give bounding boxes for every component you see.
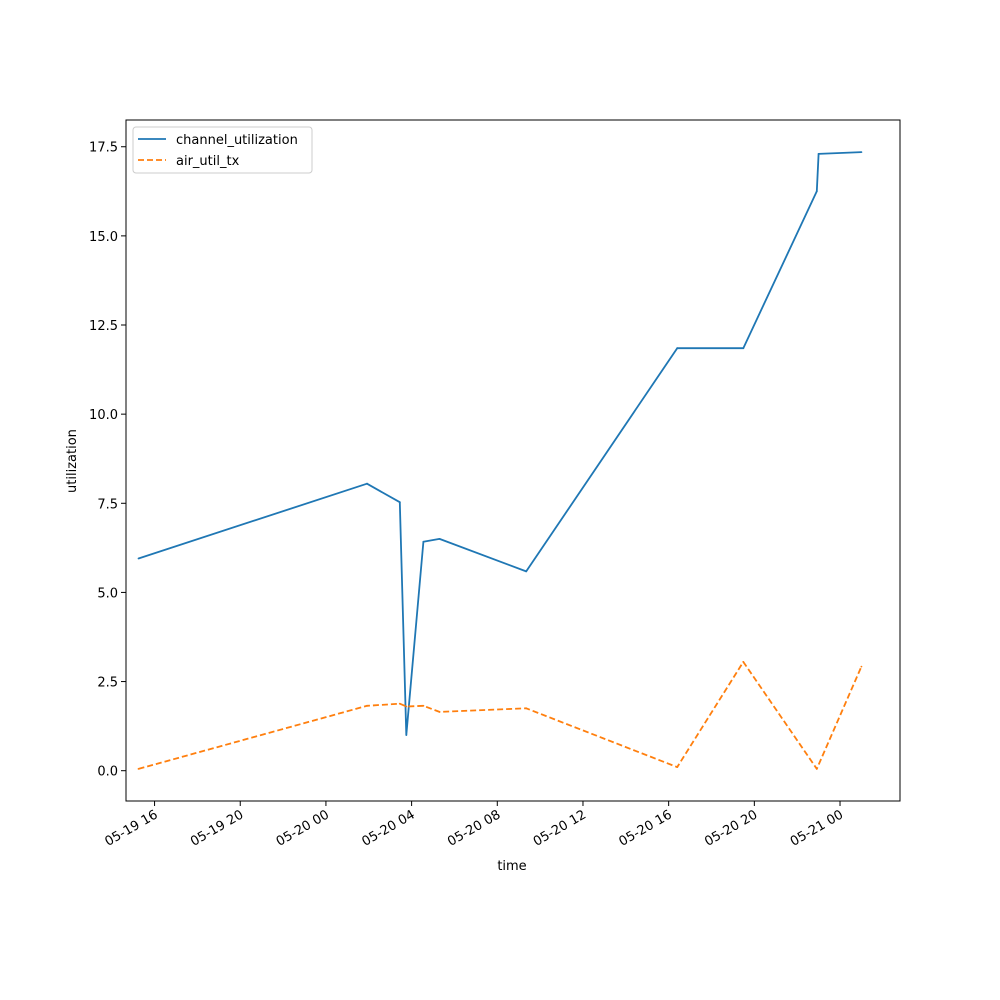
legend-label-channel-utilization: channel_utilization	[176, 133, 298, 148]
data-point-channel-utilization-2	[398, 501, 401, 504]
data-point-channel-utilization-1	[366, 482, 368, 485]
data-point-channel-utilization-7	[676, 347, 679, 350]
legend-label-air-util-tx: air_util_tx	[176, 154, 240, 169]
y-axis: 0.0 2.5 5.0 7.5 10.0 12.5 15.0 17.5	[89, 141, 126, 780]
data-point-air-util-tx-1	[366, 704, 368, 707]
data-point-channel-utilization-6	[525, 570, 528, 573]
y-axis-label: utilization	[65, 429, 80, 493]
data-point-air-util-tx-8	[742, 661, 745, 663]
data-point-channel-utilization-0	[137, 557, 140, 560]
x-axis-label: time	[497, 859, 526, 874]
y-tick-label: 17.5	[89, 141, 118, 156]
legend-box	[132, 126, 313, 174]
legend: channel_utilization air_util_tx	[132, 126, 313, 174]
data-point-air-util-tx-9	[815, 768, 818, 770]
y-tick-label: 5.0	[97, 586, 118, 601]
data-point-channel-utilization-5	[438, 538, 441, 540]
data-point-air-util-tx-4	[422, 704, 425, 707]
data-point-channel-utilization-9	[815, 190, 818, 193]
data-point-air-util-tx-6	[525, 707, 528, 710]
data-point-air-util-tx-3	[405, 705, 408, 708]
data-point-channel-utilization-8	[742, 347, 745, 350]
y-tick-label: 12.5	[89, 319, 118, 334]
y-tick-label: 0.0	[97, 765, 118, 780]
data-point-air-util-tx-2	[398, 702, 401, 705]
data-point-channel-utilization-3	[405, 734, 408, 736]
y-tick-label: 15.0	[89, 230, 118, 245]
y-tick-label: 10.0	[89, 408, 118, 423]
data-point-air-util-tx-10	[860, 665, 863, 668]
plot-frame	[125, 119, 901, 802]
data-point-air-util-tx-7	[676, 766, 679, 768]
data-point-air-util-tx-5	[438, 711, 441, 713]
y-tick-label: 7.5	[97, 497, 118, 512]
plot-area	[137, 151, 863, 770]
data-point-channel-utilization-4	[422, 540, 425, 543]
series-line-channel-utilization	[138, 151, 862, 736]
data-point-air-util-tx-0	[137, 768, 140, 770]
data-point-channel-utilization-11	[860, 151, 863, 154]
data-point-channel-utilization-10	[817, 153, 820, 155]
y-tick-label: 2.5	[97, 676, 118, 691]
